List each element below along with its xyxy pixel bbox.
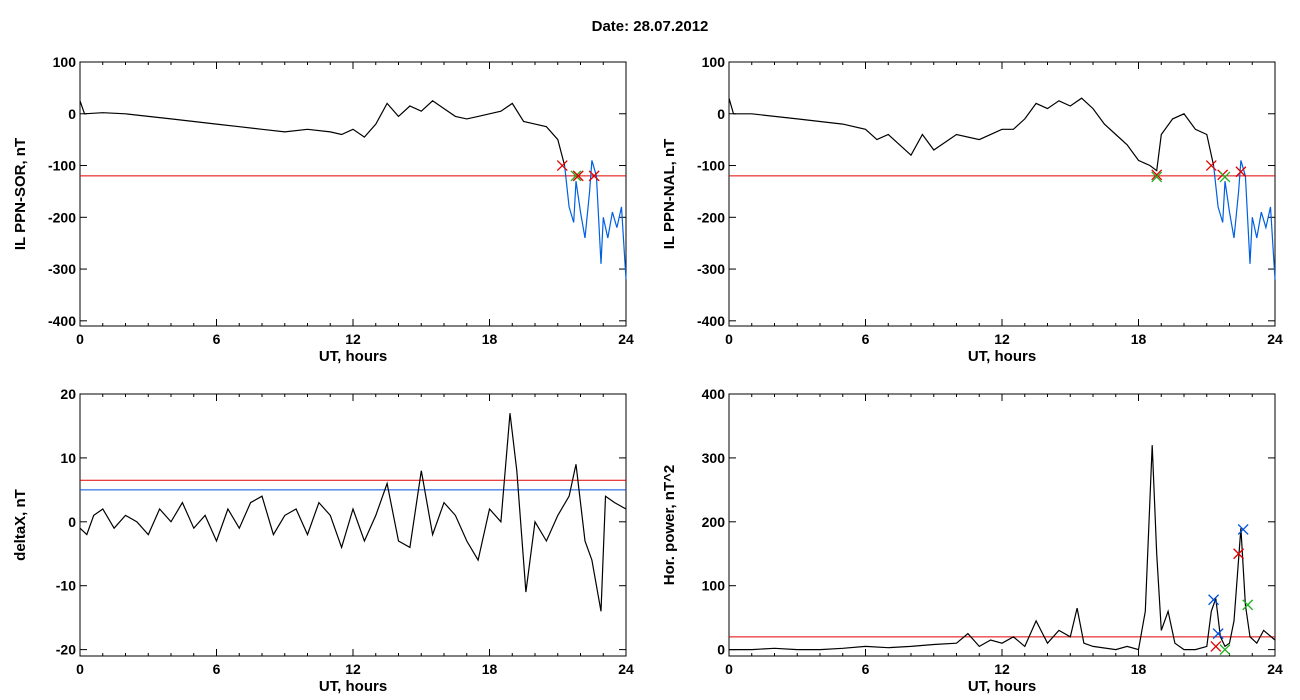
- y-tick-label: 0: [717, 642, 725, 658]
- cross-marker-stroke: [570, 170, 582, 182]
- cross-marker-stroke: [1219, 644, 1231, 656]
- y-tick-label: -100: [48, 158, 76, 174]
- y-tick-label: -20: [56, 642, 76, 658]
- cross-marker: [1233, 548, 1245, 560]
- series-line: [564, 160, 627, 280]
- cross-marker: [1151, 169, 1163, 181]
- cross-marker: [588, 170, 600, 182]
- y-tick-label: 300: [702, 450, 726, 466]
- x-tick-label: 0: [76, 331, 84, 347]
- y-axis-label: IL PPN-NAL, nT: [661, 139, 678, 250]
- y-tick-label: -300: [48, 261, 76, 277]
- y-tick-label: 20: [60, 386, 76, 402]
- series-line: [79, 100, 566, 166]
- chart-title: Date: 28.07.2012: [591, 18, 709, 35]
- cross-marker: [570, 170, 582, 182]
- cross-marker-stroke: [556, 160, 568, 171]
- x-tick-label: 18: [1131, 661, 1147, 677]
- x-tick-label: 6: [213, 661, 221, 677]
- cross-marker-stroke: [1212, 628, 1224, 640]
- cross-marker: [1242, 599, 1254, 611]
- series-line: [79, 413, 627, 612]
- chart-panel-4: 0 6 12 18 24 400 300 200 100 0 UT, hours Hor. power…: [661, 386, 1283, 695]
- cross-marker: [1151, 171, 1163, 183]
- y-tick-label: -300: [697, 261, 725, 277]
- series-line: [729, 445, 1276, 651]
- cross-marker-stroke: [1242, 599, 1254, 611]
- y-axis-label: IL PPN-SOR, nT: [12, 138, 29, 250]
- y-tick-label: -200: [48, 209, 76, 225]
- cross-marker-stroke: [1208, 594, 1220, 606]
- y-tick-label: 0: [717, 106, 725, 122]
- y-tick-label: -10: [56, 578, 76, 594]
- x-axis-label: UT, hours: [968, 678, 1036, 695]
- cross-marker-stroke: [1151, 171, 1163, 183]
- cross-marker: [1208, 594, 1220, 606]
- y-tick-label: 10: [60, 450, 76, 466]
- plot-frame: [728, 393, 1276, 657]
- cross-marker: [1205, 160, 1217, 171]
- cross-marker: [1219, 171, 1231, 183]
- x-tick-label: 12: [345, 331, 361, 347]
- x-tick-label: 24: [618, 661, 634, 677]
- cross-marker-stroke: [1205, 160, 1217, 171]
- x-tick-label: 6: [213, 331, 221, 347]
- x-tick-label: 18: [482, 661, 498, 677]
- y-tick-label: 100: [702, 54, 726, 70]
- x-tick-label: 24: [1267, 661, 1283, 677]
- cross-marker: [1210, 640, 1222, 652]
- series-line: [1213, 160, 1276, 280]
- y-tick-label: 200: [702, 514, 726, 530]
- x-tick-label: 12: [994, 331, 1010, 347]
- cross-marker-stroke: [1237, 524, 1249, 535]
- chart-panel-2: 0 6 12 18 24 100 0 -100 -200 -300 -400 UT, hours IL …: [661, 54, 1283, 365]
- cross-marker-stroke: [1210, 640, 1222, 652]
- y-tick-label: 0: [68, 106, 76, 122]
- plot-frame: [728, 61, 1276, 327]
- y-tick-label: -400: [48, 313, 76, 329]
- cross-marker-stroke: [1151, 169, 1163, 181]
- x-axis-label: UT, hours: [319, 678, 387, 695]
- plot-frame: [79, 61, 627, 327]
- x-tick-label: 18: [482, 331, 498, 347]
- x-axis-label: UT, hours: [968, 348, 1036, 365]
- cross-marker-stroke: [1235, 166, 1247, 178]
- x-tick-label: 0: [725, 661, 733, 677]
- cross-marker: [556, 160, 568, 171]
- y-tick-label: 100: [702, 578, 726, 594]
- chart-panel-3: 0 6 12 18 24 20 10 0 -10 -20 UT, hours deltaX, nT: [12, 386, 634, 695]
- x-tick-label: 6: [862, 331, 870, 347]
- y-tick-label: -200: [697, 209, 725, 225]
- cross-marker-stroke: [572, 170, 584, 182]
- plot-frame: [79, 393, 627, 657]
- y-axis-label: Hor. power, nT^2: [661, 465, 678, 585]
- x-tick-label: 12: [994, 661, 1010, 677]
- chart-panel-1: 0 6 12 18 24 100 0 -100 -200 -300 -400 UT, hours IL …: [12, 54, 634, 365]
- y-tick-label: -100: [697, 158, 725, 174]
- x-tick-label: 0: [725, 331, 733, 347]
- cross-marker-stroke: [1233, 548, 1245, 560]
- x-axis-label: UT, hours: [319, 348, 387, 365]
- y-tick-label: -400: [697, 313, 725, 329]
- cross-marker: [1212, 628, 1224, 640]
- x-tick-label: 18: [1131, 331, 1147, 347]
- cross-marker: [1237, 524, 1249, 535]
- cross-marker: [1219, 644, 1231, 656]
- cross-marker: [1235, 166, 1247, 178]
- y-tick-label: 100: [53, 54, 77, 70]
- y-tick-label: 400: [702, 386, 726, 402]
- y-tick-label: 0: [68, 514, 76, 530]
- cross-marker-stroke: [1219, 171, 1231, 183]
- x-tick-label: 12: [345, 661, 361, 677]
- y-axis-label: deltaX, nT: [12, 489, 29, 561]
- x-tick-label: 6: [862, 661, 870, 677]
- cross-marker-stroke: [588, 170, 600, 182]
- x-tick-label: 24: [1267, 331, 1283, 347]
- series-line: [728, 97, 1215, 172]
- cross-marker: [572, 170, 584, 182]
- x-tick-label: 0: [76, 661, 84, 677]
- x-tick-label: 24: [618, 331, 634, 347]
